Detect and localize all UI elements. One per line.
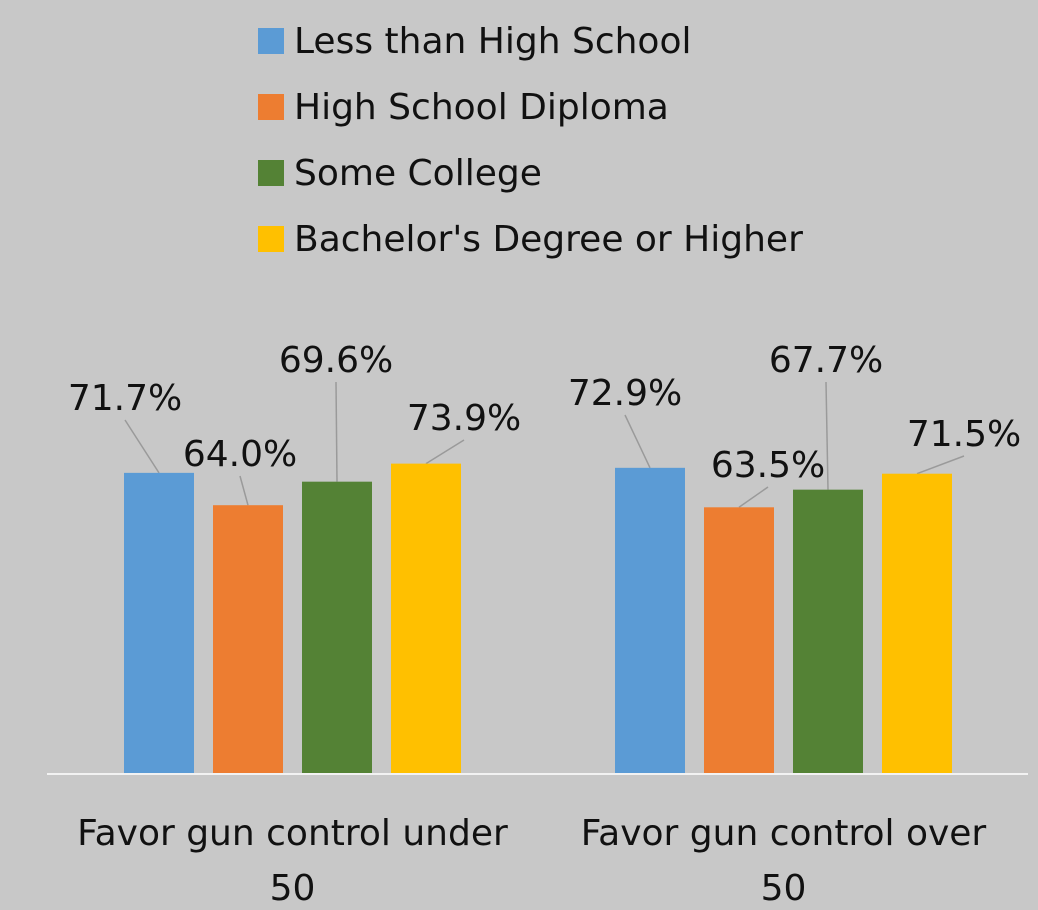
- bar-less-than-high-school-1: [124, 472, 194, 774]
- bar-some-college-1: [302, 481, 372, 774]
- leader-line-some-college-2: [825, 381, 829, 490]
- data-label-high-school-diploma-2: 63.5%: [711, 445, 825, 486]
- category-label-2-line-2: 50: [761, 868, 807, 909]
- bars: [124, 463, 952, 774]
- data-label-high-school-diploma-1: 64.0%: [183, 434, 297, 475]
- leader-line-less-than-high-school-1: [124, 419, 160, 474]
- data-label-bachelor-s-degree-or-higher-2: 71.5%: [907, 414, 1021, 455]
- leader-line-bachelor-s-degree-or-higher-1: [425, 439, 465, 465]
- category-label-2-line-1: Favor gun control over: [581, 813, 987, 854]
- data-label-less-than-high-school-2: 72.9%: [568, 373, 682, 414]
- bar-some-college-2: [793, 489, 863, 774]
- bar-high-school-diploma-1: [213, 505, 283, 774]
- legend: Less than High School High School Diploma…: [258, 21, 803, 260]
- leader-line-some-college-1: [335, 381, 338, 482]
- bar-less-than-high-school-2: [615, 467, 685, 774]
- legend-label-bachelor-s-degree-or-higher: Bachelor's Degree or Higher: [294, 219, 803, 260]
- bar-bachelor-s-degree-or-higher-1: [391, 463, 461, 774]
- data-label-bachelor-s-degree-or-higher-1: 73.9%: [407, 398, 521, 439]
- bar-high-school-diploma-2: [704, 507, 774, 774]
- legend-label-some-college: Some College: [294, 153, 542, 194]
- data-label-some-college-1: 69.6%: [279, 340, 393, 381]
- legend-swatch-bachelor-s-degree-or-higher: [258, 226, 284, 252]
- legend-swatch-high-school-diploma: [258, 94, 284, 120]
- leader-line-high-school-diploma-2: [738, 486, 769, 508]
- data-label-some-college-2: 67.7%: [769, 340, 883, 381]
- data-labels: 71.7%64.0% 69.6% 73.9% 72.9% 63.5% 67.7% 71.5%: [68, 340, 1021, 486]
- bar-bachelor-s-degree-or-higher-2: [882, 473, 952, 774]
- legend-label-high-school-diploma: High School Diploma: [294, 87, 669, 128]
- category-label-1-line-1: Favor gun control under: [77, 813, 508, 854]
- legend-label-less-than-high-school: Less than High School: [294, 21, 691, 62]
- category-label-1-line-2: 50: [270, 868, 316, 909]
- leader-line-high-school-diploma-1: [239, 475, 249, 506]
- data-label-less-than-high-school-1: 71.7%: [68, 378, 182, 419]
- legend-swatch-less-than-high-school: [258, 28, 284, 54]
- legend-swatch-some-college: [258, 160, 284, 186]
- category-labels: Favor gun control under 50 Favor gun contr…: [77, 813, 986, 909]
- leader-line-bachelor-s-degree-or-higher-2: [916, 455, 965, 475]
- leader-lines: [124, 381, 965, 508]
- leader-line-less-than-high-school-2: [624, 414, 651, 469]
